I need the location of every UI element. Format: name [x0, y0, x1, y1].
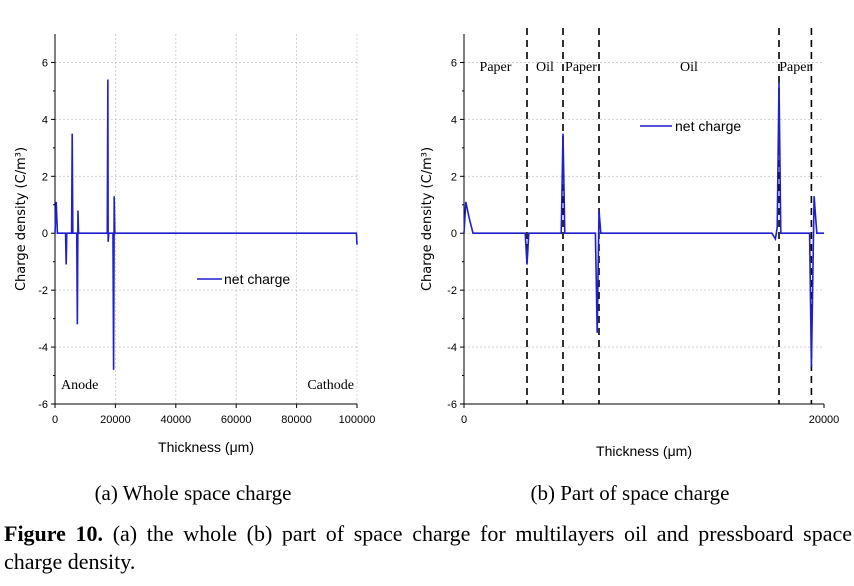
panel-b-subtitle: (b) Part of space charge — [530, 481, 729, 505]
panel-b-x-axis-title: Thickness (μm) — [596, 443, 692, 459]
x-tick-label: 60000 — [221, 414, 252, 426]
x-tick-label: 100000 — [339, 414, 376, 426]
y-tick-label: 2 — [42, 171, 48, 183]
y-tick-label: -4 — [447, 342, 457, 354]
figure-caption-text: (a) the whole (b) part of space charge f… — [4, 521, 852, 574]
x-tick-label: 40000 — [161, 414, 192, 426]
panel-a-y-ticks: -6 -4 -2 0 2 4 6 — [38, 57, 55, 411]
panel-a-x-axis-title: Thickness (μm) — [158, 439, 254, 455]
y-tick-label: -6 — [447, 399, 457, 411]
y-tick-label: 4 — [42, 114, 48, 126]
panel-b-layer-boundaries — [526, 28, 813, 404]
y-tick-label: 4 — [451, 114, 457, 126]
y-tick-label: -2 — [447, 285, 457, 297]
y-tick-label: 0 — [451, 228, 457, 240]
panel-b: -6 -4 -2 0 2 4 6 0 20000 Paper Oil Paper Oil Paper … — [420, 28, 839, 459]
y-tick-label: 0 — [42, 228, 48, 240]
panel-a-subtitle: (a) Whole space charge — [95, 481, 292, 505]
region-label: Paper — [480, 60, 512, 75]
x-tick-label: 80000 — [281, 414, 312, 426]
panel-a-legend: net charge — [197, 271, 290, 287]
figure-caption-label: Figure 10. — [4, 521, 104, 546]
y-tick-label: -6 — [38, 399, 48, 411]
figure-panels: -6 -4 -2 0 2 4 6 0 20000 40000 60000 80000 100000 A… — [14, 28, 839, 505]
x-tick-label: 0 — [461, 414, 467, 426]
y-tick-label: -4 — [38, 342, 48, 354]
y-tick-label: 6 — [451, 57, 457, 69]
panel-b-x-ticks: 0 20000 — [461, 404, 839, 426]
figure-caption: Figure 10. (a) the whole (b) part of spa… — [4, 520, 852, 576]
panel-a-y-axis-title: Charge density (C/m³) — [14, 147, 29, 291]
panel-a-plot-area — [55, 34, 357, 404]
panel-a-legend-label: net charge — [224, 271, 290, 287]
panel-b-legend-label: net charge — [675, 118, 741, 134]
x-tick-label: 0 — [52, 414, 58, 426]
panel-b-legend: net charge — [640, 118, 741, 134]
panel-b-net-charge-line — [463, 82, 824, 368]
cathode-label: Cathode — [307, 378, 354, 393]
region-label: Paper — [779, 60, 811, 75]
panel-b-y-ticks: -6 -4 -2 0 2 4 6 — [447, 57, 464, 411]
panel-a-x-ticks: 0 20000 40000 60000 80000 100000 — [52, 404, 375, 426]
panel-a-net-charge-line — [54, 79, 358, 370]
region-label: Paper — [565, 60, 597, 75]
panel-a: -6 -4 -2 0 2 4 6 0 20000 40000 60000 80000 100000 A… — [14, 34, 375, 455]
y-tick-label: -2 — [38, 285, 48, 297]
y-tick-label: 2 — [451, 171, 457, 183]
panel-b-region-labels: Paper Oil Paper Oil Paper — [480, 60, 812, 75]
anode-label: Anode — [61, 378, 98, 393]
y-tick-label: 6 — [42, 57, 48, 69]
panel-b-y-axis-title: Charge density (C/m³) — [420, 147, 435, 291]
x-tick-label: 20000 — [809, 414, 840, 426]
region-label: Oil — [536, 60, 554, 75]
panel-a-grid — [54, 34, 358, 405]
region-label: Oil — [680, 60, 698, 75]
x-tick-label: 20000 — [100, 414, 131, 426]
